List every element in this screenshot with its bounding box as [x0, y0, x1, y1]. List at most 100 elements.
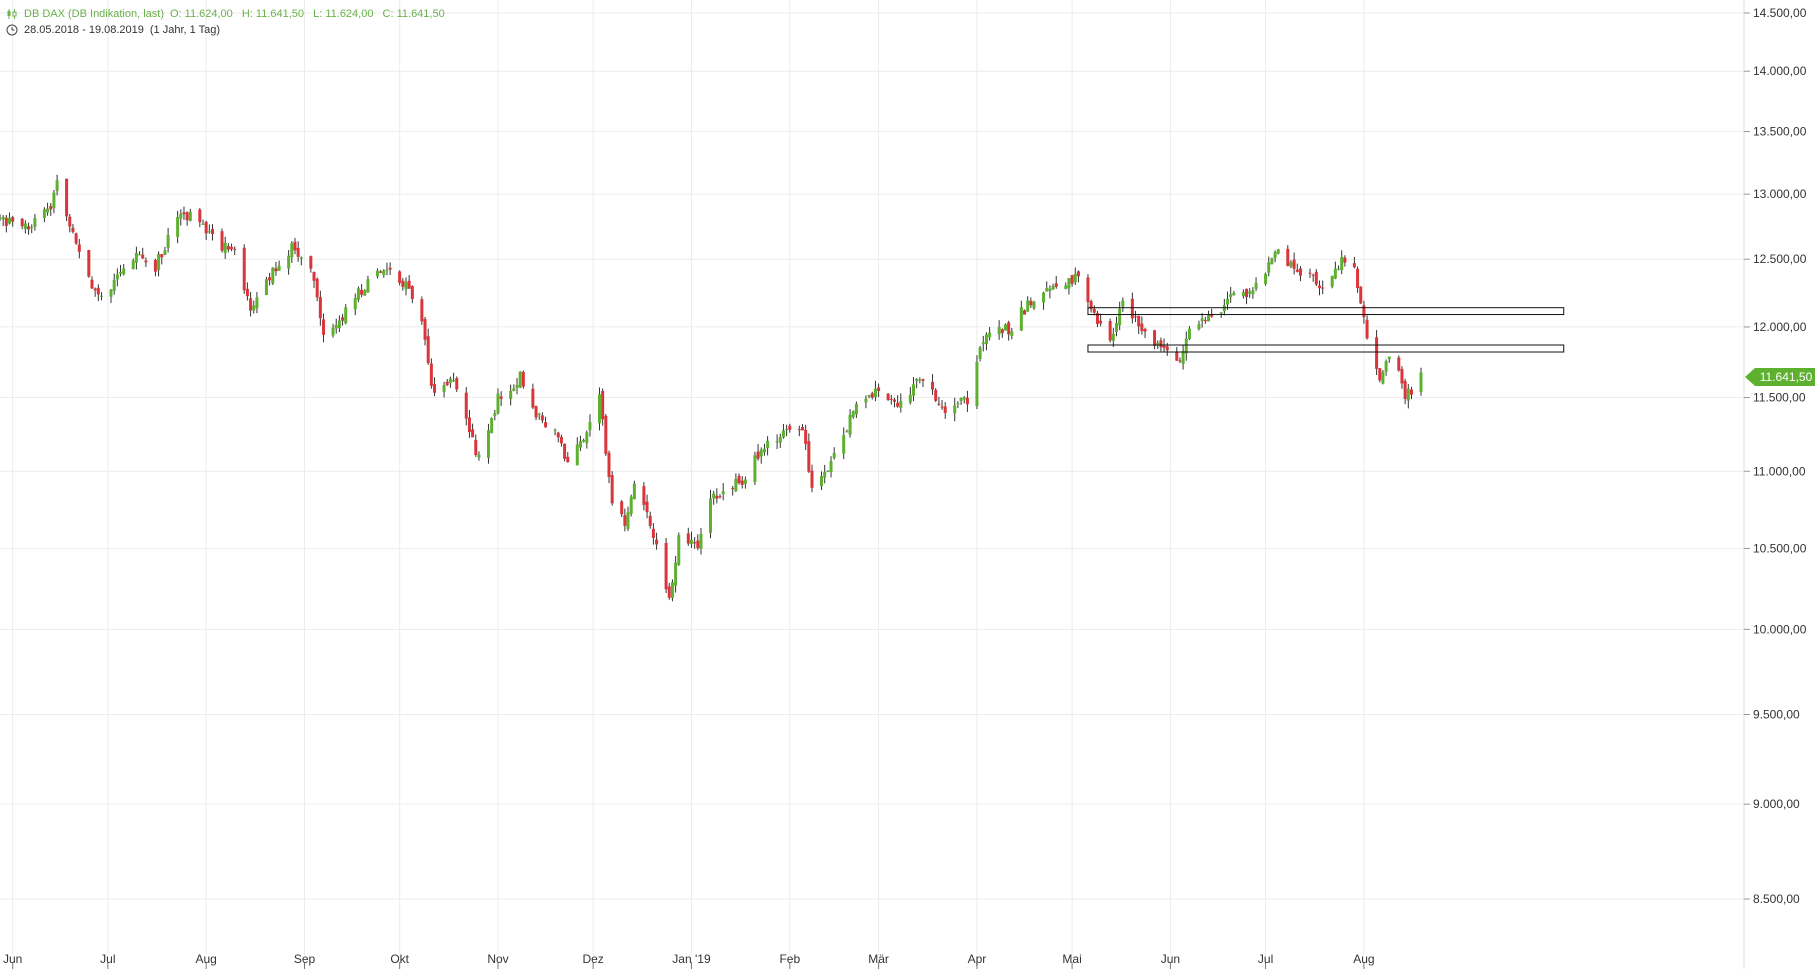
candle: [448, 376, 452, 388]
candle: [293, 237, 297, 255]
candle: [223, 236, 227, 259]
candle: [1298, 266, 1302, 282]
candle: [337, 315, 341, 332]
candle: [810, 464, 814, 493]
y-tick-label: 13.500,00: [1753, 125, 1807, 139]
candle: [1159, 337, 1163, 352]
candle: [55, 174, 59, 196]
candle: [610, 471, 614, 506]
candle: [211, 224, 215, 241]
candle: [467, 410, 471, 438]
candle: [870, 391, 874, 400]
candle: [109, 288, 113, 304]
candle: [775, 434, 779, 450]
candle: [566, 452, 570, 463]
candle: [978, 345, 982, 362]
candle: [670, 579, 674, 602]
y-tick-label: 12.000,00: [1753, 320, 1807, 334]
candle: [407, 275, 411, 290]
candle: [77, 238, 81, 259]
candle: [1029, 297, 1033, 308]
candle: [1003, 323, 1007, 331]
candle: [315, 277, 319, 302]
candle: [1045, 281, 1049, 292]
candle: [122, 264, 126, 276]
candle: [582, 438, 586, 443]
candle: [620, 499, 624, 518]
candle: [623, 508, 627, 532]
candle: [912, 376, 915, 402]
candle: [892, 397, 896, 408]
candle: [49, 203, 53, 216]
candle: [873, 380, 877, 402]
candle: [375, 268, 379, 279]
candle: [141, 247, 145, 259]
candle: [1000, 328, 1004, 338]
candle: [1108, 318, 1112, 343]
candle: [984, 332, 988, 351]
x-tick-label: Nov: [487, 952, 508, 966]
candle: [575, 437, 579, 466]
candle: [848, 409, 852, 438]
x-tick-label: Dez: [582, 952, 603, 966]
candle: [1241, 289, 1245, 299]
candle: [686, 527, 690, 546]
candle: [220, 228, 224, 253]
candle: [233, 246, 237, 256]
candle: [366, 275, 370, 293]
candle: [100, 292, 103, 301]
candle: [226, 243, 230, 253]
x-tick-label: Apr: [968, 952, 987, 966]
candle: [157, 251, 161, 277]
candle: [452, 372, 456, 382]
y-tick-label: 13.000,00: [1753, 187, 1807, 201]
candle: [626, 506, 630, 532]
candle: [934, 388, 938, 403]
candle: [442, 381, 446, 398]
instrument-line: DB DAX (DB Indikation, last) O: 11.624,0…: [6, 6, 451, 22]
candle: [1381, 369, 1385, 385]
candle: [1384, 359, 1388, 376]
y-axis: 14.500,00 14.000,00 13.500,00 13.000,00 12.5…: [1744, 6, 1807, 906]
candle: [667, 582, 671, 600]
candle: [93, 287, 97, 297]
candle: [1333, 261, 1337, 280]
candle: [664, 538, 668, 594]
candle: [242, 244, 246, 294]
candle: [559, 434, 563, 447]
support-zones: [1087, 307, 1565, 353]
range-line: 28.05.2018 - 19.08.2019 (1 Jahr, 1 Tag): [6, 22, 451, 38]
candle: [940, 400, 944, 410]
last-price-badge: 11.641,50: [1745, 368, 1815, 387]
candle: [331, 323, 335, 338]
candle: [1286, 245, 1290, 267]
candle: [534, 405, 538, 421]
x-axis: Jun Jul Aug Sep Okt Nov Dez Jan '19 Feb Mär Apr Mai…: [3, 952, 1375, 969]
date-range: 28.05.2018 - 19.08.2019: [24, 24, 144, 36]
candle: [271, 267, 275, 286]
x-tick-label: Jan '19: [672, 952, 711, 966]
candle: [420, 296, 424, 325]
candle: [1203, 316, 1207, 324]
candle: [1406, 384, 1410, 409]
candle: [597, 387, 601, 431]
y-tick-label: 10.000,00: [1753, 622, 1807, 636]
candle: [318, 290, 322, 326]
candle: [1337, 265, 1341, 271]
candle: [807, 433, 811, 473]
candle: [30, 224, 34, 234]
candle: [252, 300, 256, 314]
candle: [1343, 255, 1347, 267]
candle: [1070, 274, 1074, 287]
candle: [20, 218, 24, 230]
candle: [1387, 356, 1391, 363]
candle: [426, 328, 430, 365]
candle: [160, 253, 164, 265]
candle: [341, 313, 345, 326]
candle: [1340, 250, 1344, 275]
candle: [1229, 286, 1233, 303]
candle: [353, 293, 357, 316]
candle: [1359, 286, 1363, 305]
candle: [521, 370, 525, 389]
